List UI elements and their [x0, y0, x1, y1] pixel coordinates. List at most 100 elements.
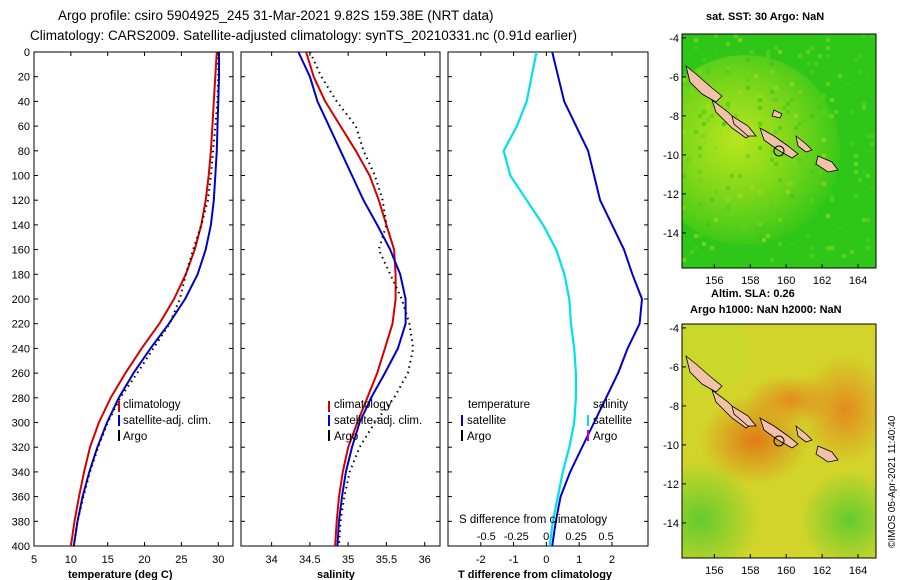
- sst-pixel: [806, 154, 810, 158]
- sst-pixel: [810, 198, 814, 202]
- sst-pixel: [794, 126, 798, 130]
- sst-pixel: [866, 238, 870, 242]
- sst-pixel: [682, 258, 686, 262]
- sst-pixel: [822, 110, 826, 114]
- x-tick-label: 5: [31, 554, 37, 566]
- map-y-tick-label: -12: [663, 189, 679, 201]
- sst-pixel: [770, 234, 774, 238]
- sst-map-title: sat. SST: 30 Argo: NaN: [706, 11, 824, 23]
- sst-pixel: [850, 250, 854, 254]
- sst-pixel: [750, 50, 754, 54]
- sst-pixel: [774, 86, 778, 90]
- sst-pixel: [746, 86, 750, 90]
- sla-map-title: Argo h1000: NaN h2000: NaN: [690, 304, 842, 316]
- sst-pixel: [810, 98, 814, 102]
- sst-pixel: [802, 118, 806, 122]
- sst-pixel: [742, 38, 746, 42]
- sst-pixel: [758, 226, 762, 230]
- sst-pixel: [706, 34, 710, 38]
- sst-pixel: [698, 234, 702, 238]
- sst-pixel: [758, 94, 762, 98]
- sst-pixel: [846, 82, 850, 86]
- sst-pixel: [746, 258, 750, 262]
- x2-tick-label: 0.5: [598, 531, 613, 543]
- sst-pixel: [694, 234, 698, 238]
- sst-pixel: [726, 134, 730, 138]
- sst-pixel: [786, 102, 790, 106]
- temperature-panel-frame: [33, 51, 234, 547]
- difference-legend: temperature satellite Argo salinity sate…: [459, 399, 632, 526]
- x-tick-label: 0: [543, 554, 549, 566]
- legend-temperature-title: temperature: [468, 399, 530, 411]
- sst-pixel: [686, 158, 690, 162]
- map-x-tick-label: 160: [777, 275, 795, 287]
- y-tick-label: 380: [12, 516, 30, 528]
- map-x-tick-label: 164: [849, 275, 867, 287]
- map-y-tick-label: -10: [663, 440, 679, 452]
- sst-pixel: [838, 226, 842, 230]
- y-tick-label: 240: [12, 343, 30, 355]
- legend-climatology-label: climatology: [334, 399, 392, 411]
- sst-pixel: [834, 62, 838, 66]
- satellite-temperature-line: [72, 52, 220, 547]
- x-tick-label: 15: [102, 554, 114, 566]
- sst-pixel: [866, 134, 870, 138]
- sst-pixel: [750, 186, 754, 190]
- sst-pixel: [870, 34, 874, 38]
- sst-pixel: [854, 162, 858, 166]
- sst-pixel: [822, 138, 826, 142]
- sst-pixel: [714, 34, 718, 38]
- temperature-axis-label: temperature (deg C): [68, 569, 173, 580]
- sst-pixel: [846, 182, 850, 186]
- sst-pixel: [702, 106, 706, 110]
- sst-pixel: [818, 210, 822, 214]
- temperature-legend: climatology satellite-adj. clim. Argo: [118, 399, 211, 443]
- map-y-tick-label: -6: [669, 362, 679, 374]
- sst-pixel: [682, 78, 686, 82]
- map-x-tick-label: 160: [777, 565, 795, 577]
- x-tick-label: 34: [265, 554, 277, 566]
- sst-pixel: [702, 142, 706, 146]
- sst-pixel: [826, 218, 830, 222]
- sst-pixel: [802, 182, 806, 186]
- sst-pixel: [722, 122, 726, 126]
- legend-satellite-label: satellite-adj. clim.: [123, 415, 211, 427]
- sst-pixel: [726, 70, 730, 74]
- sst-pixel: [702, 122, 706, 126]
- sst-pixel: [786, 190, 790, 194]
- sst-pixel: [714, 190, 718, 194]
- sst-pixel: [854, 170, 858, 174]
- sst-pixel: [774, 162, 778, 166]
- sst-pixel: [782, 106, 786, 110]
- sst-pixel: [830, 198, 834, 202]
- sst-pixel: [770, 202, 774, 206]
- y-tick-label: 60: [18, 121, 30, 133]
- sst-pixel: [786, 182, 790, 186]
- argo-salinity-line: [308, 51, 415, 547]
- salinity-legend: climatology satellite-adj. clim. Argo: [328, 399, 422, 443]
- sst-pixel: [826, 38, 830, 42]
- sst-pixel: [770, 150, 774, 154]
- sst-pixel: [806, 194, 810, 198]
- sst-pixel: [826, 214, 830, 218]
- sst-pixel: [810, 70, 814, 74]
- sst-pixel: [794, 114, 798, 118]
- sst-pixel: [814, 62, 818, 66]
- sst-pixel: [734, 34, 738, 38]
- sst-pixel: [830, 114, 834, 118]
- sst-pixel: [706, 222, 710, 226]
- x-tick-label: 35: [342, 554, 354, 566]
- legend-argo-label: Argo: [334, 431, 358, 443]
- sst-pixel: [694, 246, 698, 250]
- sst-pixel: [862, 34, 866, 38]
- legend-t-argo-label: Argo: [467, 431, 491, 443]
- sst-pixel: [790, 110, 794, 114]
- sst-pixel: [706, 118, 710, 122]
- sst-pixel: [686, 82, 690, 86]
- x2-tick-label: 0.25: [565, 531, 586, 543]
- sst-pixel: [810, 46, 814, 50]
- map-x-tick-label: 158: [741, 565, 759, 577]
- map-y-tick-label: -14: [663, 518, 679, 530]
- sst-pixel: [770, 90, 774, 94]
